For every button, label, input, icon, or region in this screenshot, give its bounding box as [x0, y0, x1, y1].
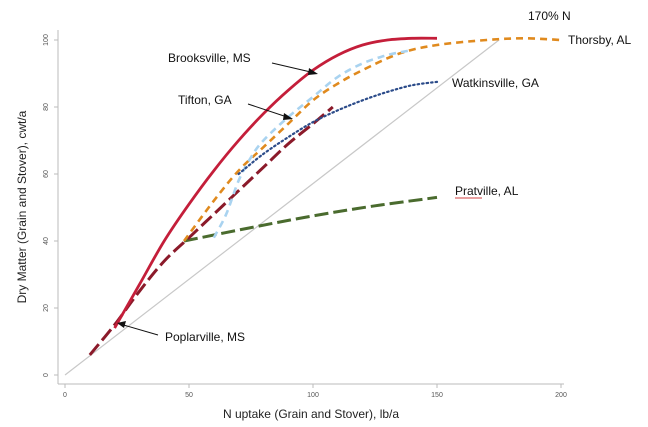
series-line-thorsby-al — [182, 36, 562, 242]
y-tick-label: 80 — [43, 103, 50, 111]
y-tick-label: 40 — [43, 237, 50, 245]
x-tick-label: 0 — [63, 392, 67, 399]
x-axis-title: N uptake (Grain and Stover), lb/a — [223, 407, 399, 421]
annotation-thorsby: Thorsby, AL — [568, 33, 631, 47]
poplarville-arrowhead — [117, 321, 126, 328]
brooksville-leader — [271, 62, 316, 74]
tifton-arrowhead — [283, 113, 293, 120]
series-layer — [64, 36, 562, 376]
poplarville-leader — [119, 323, 159, 336]
y-tick-label: 20 — [43, 304, 50, 312]
series-line-reference — [64, 39, 500, 376]
annotation-poplarville: Poplarville, MS — [165, 330, 245, 344]
annotation-tifton: Tifton, GA — [178, 93, 232, 107]
series-line-pratville-al — [183, 195, 438, 243]
x-tick-label: 200 — [555, 392, 567, 399]
tick-group: 0 50 100 150 200 0 20 40 60 80 100 — [43, 34, 567, 399]
x-tick-label: 150 — [431, 392, 443, 399]
brooksville-arrowhead — [308, 68, 318, 75]
series-line-brooksville-ms — [113, 36, 438, 329]
series-line-watkinsville-ga — [237, 80, 439, 176]
x-tick-label: 100 — [307, 392, 319, 399]
annotation-watkinsville: Watkinsville, GA — [452, 76, 539, 90]
annotation-brooksville: Brooksville, MS — [168, 51, 251, 65]
y-tick-label: 0 — [43, 373, 50, 377]
annotation-pratville: Pratville, AL — [455, 184, 519, 198]
annotation-170-n: 170% N — [528, 9, 571, 23]
annotation-leaders — [117, 62, 318, 336]
series-line-poplarville-ms — [88, 105, 334, 356]
x-tick-label: 50 — [185, 392, 193, 399]
y-tick-label: 100 — [43, 34, 50, 46]
y-axis-title: Dry Matter (Grain and Stover), cwt/a — [15, 110, 29, 303]
tifton-leader — [247, 103, 291, 119]
y-tick-label: 60 — [43, 170, 50, 178]
series-line-tifton-ga — [212, 48, 413, 239]
